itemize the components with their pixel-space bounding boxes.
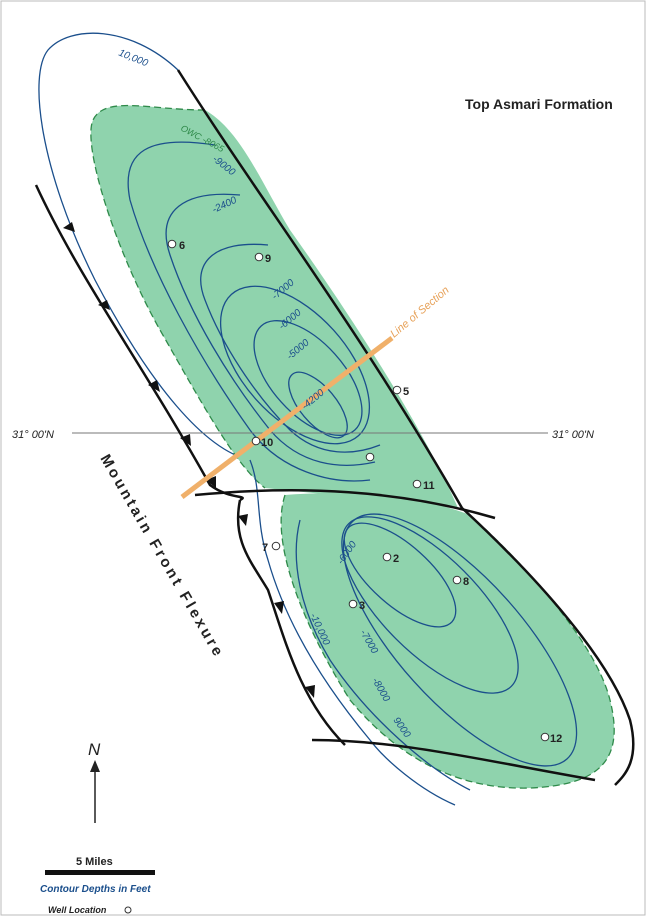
well-label-7: 7	[262, 542, 268, 554]
scale-bar	[45, 870, 155, 875]
well-label-5: 5	[403, 386, 409, 398]
well-9	[254, 252, 264, 262]
well-2	[382, 552, 392, 562]
well-6	[167, 239, 177, 249]
oil-area-north	[90, 105, 459, 508]
contour-2400	[165, 193, 376, 466]
well-label-11: 11	[423, 480, 435, 492]
owc-north	[90, 104, 266, 489]
legend-well-label: Well Location	[48, 905, 107, 915]
fault-east-north	[176, 69, 464, 509]
thrust-tooth	[238, 514, 248, 526]
well-3	[348, 599, 358, 609]
legend-well-icon	[124, 906, 132, 914]
fault-cross	[194, 489, 496, 520]
well-label-8: 8	[463, 576, 469, 588]
map-title: Top Asmari Formation	[465, 96, 613, 112]
well-10	[251, 436, 261, 446]
well-8	[452, 575, 462, 585]
contour-10000-south	[249, 459, 456, 806]
thrust-fault-west	[34, 184, 244, 502]
contour-5000	[253, 320, 363, 436]
north-label: N	[88, 740, 101, 759]
thrust-tooth	[98, 300, 110, 310]
well-11	[412, 479, 422, 489]
section-label: Line of Section	[388, 284, 451, 340]
thrust-tooth	[274, 601, 284, 614]
well-label-12: 12	[550, 733, 562, 745]
fault-south	[311, 738, 596, 782]
scale-label: 5 Miles	[76, 856, 113, 868]
contour-9000-south	[295, 519, 471, 791]
fault-east-south	[461, 507, 635, 786]
north-arrow-icon	[90, 760, 100, 823]
latitude-label-east: 31° 00'N	[552, 429, 594, 441]
thrust-tooth	[148, 380, 160, 392]
thrust-tooth	[305, 685, 315, 698]
well-unnamed	[365, 452, 375, 462]
well-label-3: 3	[359, 600, 365, 612]
latitude-label-west: 31° 00'N	[12, 429, 54, 441]
contour-10000-north	[38, 32, 251, 461]
thrust-fault-south	[236, 499, 346, 746]
contour-4200	[288, 371, 348, 439]
well-label-9: 9	[265, 253, 271, 265]
well-7	[271, 541, 281, 551]
well-12	[540, 732, 550, 742]
well-label-6: 6	[179, 240, 185, 252]
well-5	[392, 385, 402, 395]
thrust-tooth	[180, 434, 191, 446]
oil-area-south	[281, 493, 615, 789]
well-label-10: 10	[261, 437, 273, 449]
contour-6000-south	[343, 522, 457, 628]
line-of-section	[180, 336, 394, 499]
contour-7000-north	[200, 243, 381, 453]
owc-south	[280, 494, 615, 789]
contour-label-10000-north: 10,000	[117, 48, 150, 70]
contour-9000-north	[127, 141, 371, 482]
well-label-2: 2	[393, 553, 399, 565]
thrust-tooth	[63, 222, 75, 232]
contour-6000-north	[219, 285, 371, 445]
contour-7000-south	[341, 516, 519, 694]
contour-note: Contour Depths in Feet	[40, 884, 151, 895]
